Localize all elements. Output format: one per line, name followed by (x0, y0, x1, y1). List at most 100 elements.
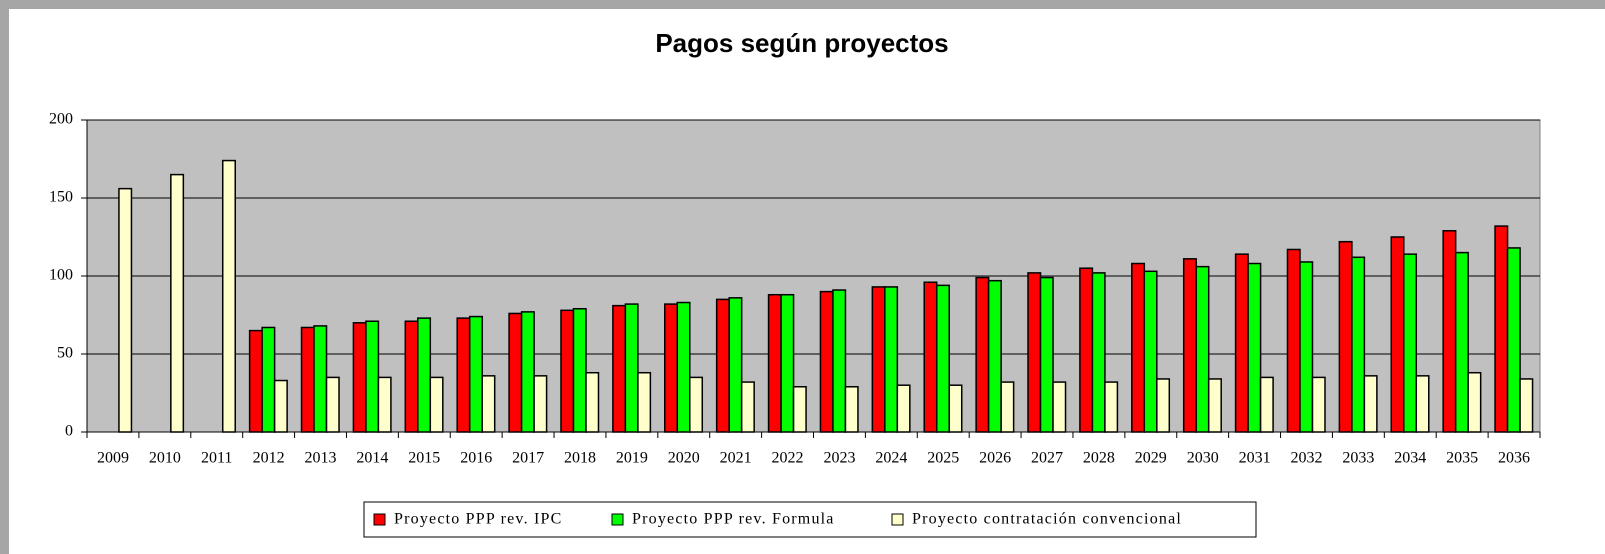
bar (987, 279, 1002, 433)
bar (1390, 236, 1405, 433)
legend-swatch (611, 513, 624, 526)
bar (533, 375, 548, 433)
bar (1259, 376, 1274, 433)
x-tick-label: 2017 (512, 450, 544, 467)
x-tick-label: 2016 (460, 450, 492, 467)
bar (1091, 272, 1106, 433)
bar (1079, 267, 1094, 433)
bar (1494, 225, 1509, 433)
bar (248, 329, 263, 433)
x-tick-label: 2032 (1290, 450, 1322, 467)
bar (884, 286, 899, 433)
bar (1286, 248, 1301, 433)
x-tick-label: 2034 (1394, 450, 1426, 467)
y-tick-label: 100 (49, 267, 73, 284)
bar (520, 311, 535, 433)
bar (1131, 262, 1146, 433)
x-tick-label: 2015 (408, 450, 440, 467)
bar (1299, 261, 1314, 433)
legend-label: Proyecto PPP rev. Formula (632, 511, 835, 528)
x-tick-label: 2010 (149, 450, 181, 467)
bar (221, 159, 236, 433)
bar (572, 308, 587, 433)
bar (1143, 270, 1158, 433)
legend-swatch (891, 513, 904, 526)
bar (1506, 247, 1521, 433)
bar (715, 298, 730, 433)
bar (1207, 378, 1222, 433)
legend-box (363, 501, 1257, 538)
x-tick-label: 2009 (97, 450, 129, 467)
x-tick-label: 2023 (823, 450, 855, 467)
bar (975, 276, 990, 433)
bar (429, 376, 444, 433)
bar (896, 384, 911, 433)
bar (767, 293, 782, 433)
y-tick-label: 150 (49, 189, 73, 206)
bar (624, 303, 639, 433)
x-tick-label: 2026 (979, 450, 1011, 467)
bar (819, 290, 834, 433)
bar (1052, 381, 1067, 433)
x-tick-label: 2012 (253, 450, 285, 467)
bar (689, 376, 704, 433)
bar (313, 325, 328, 433)
x-tick-label: 2021 (720, 450, 752, 467)
bar (1247, 262, 1262, 433)
y-tick-label: 50 (57, 345, 73, 362)
x-tick-label: 2025 (927, 450, 959, 467)
x-tick-label: 2013 (305, 450, 337, 467)
bar (923, 281, 938, 433)
bar (1234, 253, 1249, 433)
x-tick-label: 2024 (875, 450, 907, 467)
bar (844, 386, 859, 433)
bar (871, 286, 886, 433)
bar (1311, 376, 1326, 433)
bar (468, 315, 483, 433)
x-tick-label: 2028 (1083, 450, 1115, 467)
x-tick-label: 2036 (1498, 450, 1530, 467)
bar (417, 317, 432, 433)
bar (560, 309, 575, 433)
bar (637, 371, 652, 433)
bar (1415, 375, 1430, 433)
bar (273, 379, 288, 433)
bar (585, 371, 600, 433)
bar (1195, 265, 1210, 433)
y-tick-label: 0 (65, 423, 73, 440)
bar (1027, 272, 1042, 433)
bar (261, 326, 276, 433)
x-tick-label: 2035 (1446, 450, 1478, 467)
bar (456, 317, 471, 433)
bar (300, 326, 315, 433)
bar (1156, 378, 1171, 433)
bar (377, 376, 392, 433)
bar (1338, 240, 1353, 433)
bar (935, 284, 950, 433)
x-tick-label: 2033 (1342, 450, 1374, 467)
bar (1519, 378, 1534, 433)
x-tick-label: 2031 (1239, 450, 1271, 467)
bar (404, 320, 419, 433)
x-tick-label: 2029 (1135, 450, 1167, 467)
bar (728, 297, 743, 433)
x-tick-label: 2022 (772, 450, 804, 467)
bar (325, 376, 340, 433)
bar (1442, 230, 1457, 433)
bar (792, 386, 807, 433)
bar (780, 293, 795, 433)
bar (740, 381, 755, 433)
bar (1403, 253, 1418, 433)
bar (365, 320, 380, 433)
bar (1000, 381, 1015, 433)
bar (1039, 276, 1054, 433)
bar (1351, 256, 1366, 433)
bar (1467, 371, 1482, 433)
bar (1182, 258, 1197, 433)
bar (1104, 381, 1119, 433)
legend-label: Proyecto PPP rev. IPC (394, 511, 562, 528)
bar (118, 187, 133, 433)
bar (948, 384, 963, 433)
